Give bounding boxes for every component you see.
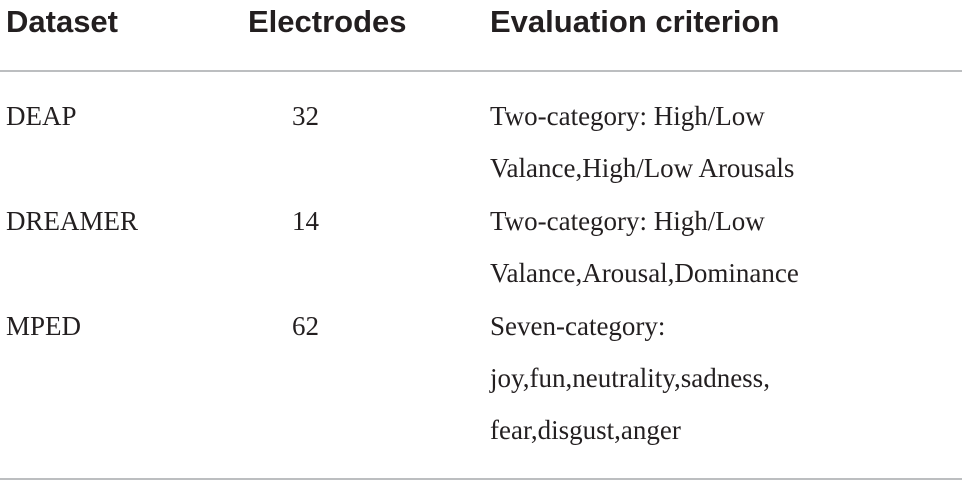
criterion-line: Seven-category:	[490, 311, 666, 341]
header-rule	[0, 70, 962, 72]
criterion-line: Two-category: High/Low	[490, 101, 765, 131]
row-dreamer-dataset: DREAMER	[6, 206, 139, 236]
row-dreamer-electrodes: 14	[292, 206, 319, 236]
criterion-line: Valance,Arousal,Dominance	[490, 258, 799, 288]
row-mped-criterion: Seven-category: joy,fun,neutrality,sadne…	[490, 300, 770, 456]
header-electrodes: Electrodes	[248, 4, 407, 39]
row-mped-electrodes: 62	[292, 311, 319, 341]
criterion-line: Valance,High/Low Arousals	[490, 153, 795, 183]
header-evaluation-criterion: Evaluation criterion	[490, 4, 780, 39]
row-deap-dataset: DEAP	[6, 101, 77, 131]
row-deap-criterion: Two-category: High/Low Valance,High/Low …	[490, 90, 794, 194]
header-dataset: Dataset	[6, 4, 118, 39]
criterion-line: joy,fun,neutrality,sadness,	[490, 363, 770, 393]
row-mped-dataset: MPED	[6, 311, 82, 341]
row-deap-electrodes: 32	[292, 101, 319, 131]
bottom-rule	[0, 478, 962, 480]
row-dreamer-criterion: Two-category: High/Low Valance,Arousal,D…	[490, 195, 799, 299]
criterion-line: Two-category: High/Low	[490, 206, 765, 236]
criterion-line: fear,disgust,anger	[490, 415, 681, 445]
